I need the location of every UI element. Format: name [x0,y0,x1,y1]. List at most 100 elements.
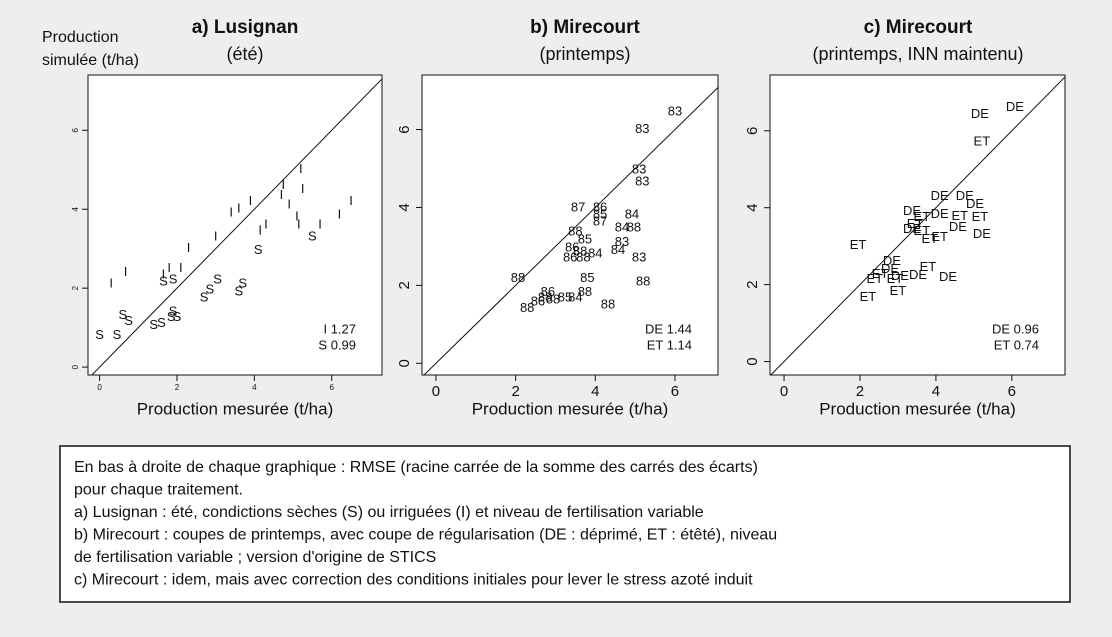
y-axis-label: simulée (t/ha) [42,52,139,69]
caption-line: b) Mirecourt : coupes de printemps, avec… [74,527,777,544]
point-label: ET [922,231,939,246]
chart-title: c) Mirecourt [864,17,973,38]
point-label: I [179,260,183,275]
point-label: DE [903,221,921,236]
x-tick-label: 0 [97,383,102,392]
x-tick-label: 2 [856,383,864,400]
chart-subtitle: (été) [226,44,263,64]
x-axis-label: Production mesurée (t/ha) [472,399,669,418]
point-label: 84 [615,220,629,235]
point-label: 88 [601,297,615,312]
caption-line: de fertilisation variable ; version d'or… [74,549,436,566]
point-label: I [162,267,166,282]
point-label: DE [956,188,974,203]
plot-area [769,74,1066,376]
point-label: S [238,276,247,291]
point-label: 83 [615,234,629,249]
point-label: DE [931,188,949,203]
point-label: 84 [611,242,625,257]
point-label: 84 [588,246,602,261]
point-label: I [109,276,113,291]
point-label: S [159,274,168,289]
point-label: 86 [565,239,579,254]
identity-line [770,76,1065,375]
y-tick-label: 0 [744,357,761,365]
point-label: S [206,282,215,297]
point-label: ET [952,208,969,223]
point-label: I [237,201,241,216]
point-label: ET [866,271,883,286]
point-label: I [167,260,171,275]
point-label: DE [881,261,899,276]
chart-subtitle: (printemps) [539,44,630,64]
point-label: DE [931,206,949,221]
point-label: ET [914,223,931,238]
point-label: I [349,193,353,208]
x-tick-label: 4 [252,383,257,392]
point-label: S [167,309,176,324]
x-tick-label: 6 [671,383,679,400]
point-label: 88 [627,220,641,235]
point-label: I [229,205,233,220]
point-label: 86 [541,284,555,299]
point-label: S [308,228,317,243]
point-label: ET [974,133,991,148]
point-label: 83 [632,162,646,177]
caption-line: pour chaque traitement. [74,482,243,499]
point-label: 85 [578,232,592,247]
rmse-annotation: ET 1.14 [647,337,692,352]
point-label: ET [914,209,931,224]
point-label: DE [971,106,989,121]
point-label: I [280,187,284,202]
point-label: I [297,216,301,231]
point-label: ET [972,209,989,224]
identity-line [91,78,382,375]
y-tick-label: 6 [744,127,761,135]
point-label: S [118,307,127,322]
point-label: 88 [546,292,560,307]
point-label: DE [939,269,957,284]
point-label: S [169,272,178,287]
point-label: 87 [593,214,607,229]
y-tick-label: 0 [71,364,80,369]
y-tick-label: 2 [396,281,413,289]
point-label: ET [890,283,907,298]
point-label: DE [949,219,967,234]
x-tick-label: 0 [432,383,440,400]
point-label: ET [907,216,924,231]
y-axis-label: Production [42,29,119,46]
point-label: DE [891,268,909,283]
rmse-annotation: DE 0.96 [992,321,1039,336]
caption-line: c) Mirecourt : idem, mais avec correctio… [74,572,753,589]
point-label: 84 [625,207,639,222]
point-label: ET [920,259,937,274]
point-label: ET [850,237,867,252]
point-label: 86 [563,250,577,265]
point-label: S [213,272,222,287]
y-tick-label: 0 [396,359,413,367]
point-label: S [95,327,104,342]
point-label: 86 [531,294,545,309]
point-label: DE [883,253,901,268]
point-label: 88 [520,300,534,315]
point-label: I [301,181,305,196]
plot-area [421,74,719,376]
x-tick-label: 4 [591,383,599,400]
point-label: DE [1006,99,1024,114]
point-label: 83 [668,103,682,118]
point-label: S [157,315,166,330]
point-label: I [299,161,303,176]
point-label: 88 [511,270,525,285]
x-axis-label: Production mesurée (t/ha) [137,399,334,418]
point-label: 83 [635,121,649,136]
point-label: 88 [538,290,552,305]
rmse-annotation: S 0.99 [318,337,356,352]
point-label: S [149,317,158,332]
caption-line: En bas à droite de chaque graphique : RM… [74,459,758,476]
rmse-annotation: DE 1.44 [645,321,692,336]
point-label: I [295,209,299,224]
point-label: 83 [635,174,649,189]
x-tick-label: 6 [329,383,334,392]
point-label: I [318,216,322,231]
point-label: I [258,222,262,237]
